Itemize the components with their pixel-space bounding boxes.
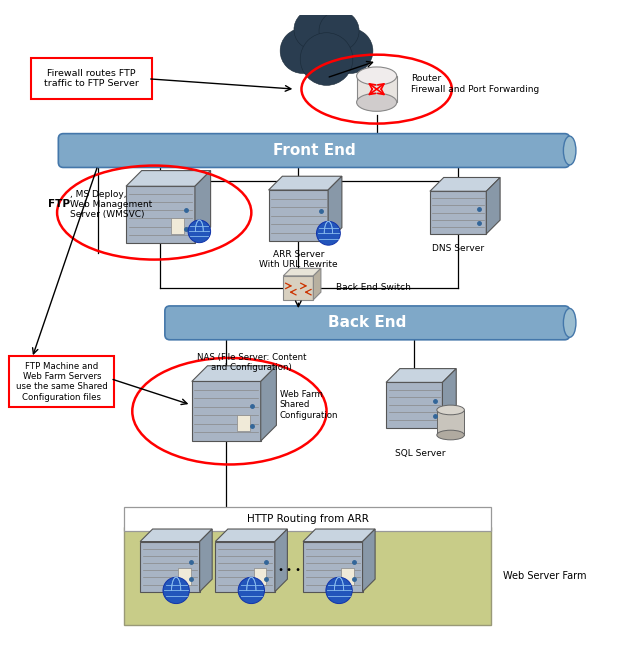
FancyBboxPatch shape xyxy=(124,527,491,625)
Polygon shape xyxy=(283,268,321,276)
Circle shape xyxy=(326,578,352,604)
Circle shape xyxy=(319,11,359,51)
FancyBboxPatch shape xyxy=(165,306,570,340)
Text: Front End: Front End xyxy=(273,143,355,158)
Text: Back End: Back End xyxy=(328,315,406,330)
Text: Web Server Farm: Web Server Farm xyxy=(503,571,587,581)
FancyBboxPatch shape xyxy=(140,541,200,592)
Text: Back End Switch: Back End Switch xyxy=(336,283,411,292)
Ellipse shape xyxy=(437,405,464,415)
FancyBboxPatch shape xyxy=(124,507,491,531)
Circle shape xyxy=(296,13,357,74)
Polygon shape xyxy=(443,369,456,428)
Text: HTTP Routing from ARR: HTTP Routing from ARR xyxy=(247,514,369,524)
Polygon shape xyxy=(200,529,212,592)
Polygon shape xyxy=(430,177,500,191)
Circle shape xyxy=(280,28,325,74)
FancyBboxPatch shape xyxy=(9,356,114,407)
FancyBboxPatch shape xyxy=(430,191,486,234)
Polygon shape xyxy=(275,529,288,592)
Circle shape xyxy=(328,28,373,74)
FancyBboxPatch shape xyxy=(58,133,570,168)
FancyBboxPatch shape xyxy=(437,410,464,435)
Text: DNS Server: DNS Server xyxy=(432,244,484,253)
FancyBboxPatch shape xyxy=(192,382,261,441)
Circle shape xyxy=(188,220,210,242)
Polygon shape xyxy=(328,176,342,241)
Text: $\bullet\bullet\bullet$: $\bullet\bullet\bullet$ xyxy=(277,563,301,573)
Polygon shape xyxy=(126,171,210,186)
Text: FTP: FTP xyxy=(48,200,70,210)
FancyBboxPatch shape xyxy=(171,217,184,234)
Polygon shape xyxy=(261,366,276,441)
FancyBboxPatch shape xyxy=(178,568,191,585)
Polygon shape xyxy=(140,529,212,541)
Ellipse shape xyxy=(357,93,397,111)
FancyBboxPatch shape xyxy=(386,382,443,428)
Polygon shape xyxy=(269,176,342,190)
FancyBboxPatch shape xyxy=(31,58,152,99)
Text: Firewall routes FTP
traffic to FTP Server: Firewall routes FTP traffic to FTP Serve… xyxy=(44,69,139,89)
Text: , MS Deploy,
Web Management
Server (WMSVC): , MS Deploy, Web Management Server (WMSV… xyxy=(70,189,152,219)
FancyBboxPatch shape xyxy=(269,190,328,241)
Text: Router
Firewall and Port Forwarding: Router Firewall and Port Forwarding xyxy=(411,74,539,94)
Ellipse shape xyxy=(437,430,464,440)
Text: FTP Machine and
Web Farm Servers
use the same Shared
Configuration files: FTP Machine and Web Farm Servers use the… xyxy=(16,361,107,402)
Text: NAS (File Server: Content
and Configuration): NAS (File Server: Content and Configurat… xyxy=(197,353,306,373)
Polygon shape xyxy=(313,268,321,300)
Circle shape xyxy=(238,578,264,604)
Circle shape xyxy=(163,578,189,604)
FancyBboxPatch shape xyxy=(342,568,354,585)
Polygon shape xyxy=(386,369,456,382)
Circle shape xyxy=(317,221,340,245)
Polygon shape xyxy=(486,177,500,234)
Circle shape xyxy=(300,33,353,85)
Ellipse shape xyxy=(563,308,576,337)
Polygon shape xyxy=(215,529,288,541)
Polygon shape xyxy=(192,366,276,382)
Ellipse shape xyxy=(563,136,576,165)
FancyBboxPatch shape xyxy=(357,76,397,102)
Polygon shape xyxy=(362,529,375,592)
FancyBboxPatch shape xyxy=(237,415,250,431)
Polygon shape xyxy=(195,171,210,242)
Text: Web Farm
Shared
Configuration: Web Farm Shared Configuration xyxy=(279,390,338,420)
Polygon shape xyxy=(303,529,375,541)
FancyBboxPatch shape xyxy=(254,568,266,585)
Text: ARR Server
With URL Rewrite: ARR Server With URL Rewrite xyxy=(259,250,338,269)
Ellipse shape xyxy=(357,67,397,85)
Text: SQL Server: SQL Server xyxy=(395,449,446,458)
Circle shape xyxy=(294,10,334,50)
FancyBboxPatch shape xyxy=(215,541,275,592)
FancyBboxPatch shape xyxy=(303,541,362,592)
FancyBboxPatch shape xyxy=(283,276,313,300)
FancyBboxPatch shape xyxy=(126,186,195,242)
